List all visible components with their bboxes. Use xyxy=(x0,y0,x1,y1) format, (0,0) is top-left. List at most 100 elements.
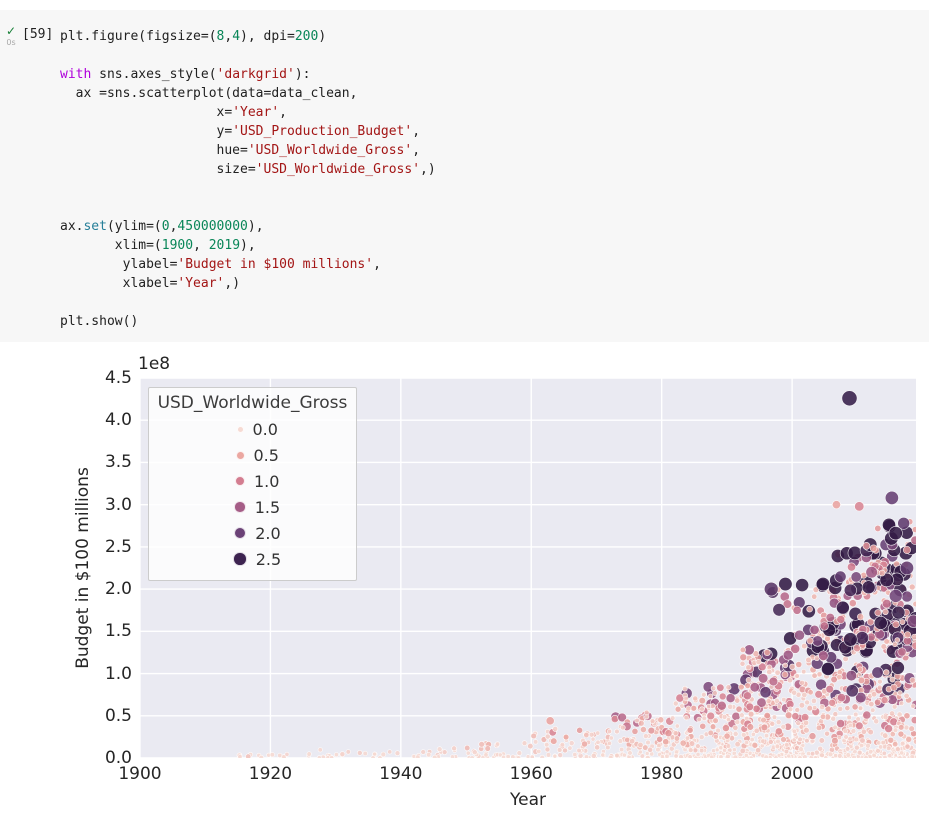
scatter-point xyxy=(743,691,752,701)
scatter-point xyxy=(782,649,794,661)
scatter-point xyxy=(897,690,903,696)
scatter-point xyxy=(883,669,890,676)
code-editor[interactable]: plt.figure(figsize=(8,4), dpi=200) with … xyxy=(60,27,436,331)
scatter-point xyxy=(643,733,649,739)
scatter-point xyxy=(757,662,767,672)
scatter-point xyxy=(853,736,860,743)
scatter-point xyxy=(745,676,752,684)
scatter-point xyxy=(745,702,754,711)
y-tick-label: 4.5 xyxy=(104,368,132,388)
scatter-point xyxy=(821,662,835,676)
scatter-point xyxy=(712,717,719,724)
scatter-point xyxy=(362,750,368,757)
scatter-point xyxy=(878,569,886,577)
scatter-point xyxy=(807,689,814,696)
scatter-point xyxy=(816,671,823,678)
scatter-point xyxy=(824,730,830,737)
scatter-point xyxy=(836,719,846,728)
scatter-point xyxy=(899,750,905,756)
scatter-point xyxy=(594,744,601,751)
scatter-point xyxy=(725,693,736,704)
code-line: hue='USD_Worldwide_Gross', xyxy=(60,143,421,158)
scatter-point xyxy=(441,749,448,755)
scatter-point xyxy=(815,724,823,731)
scatter-point xyxy=(887,736,895,744)
scatter-point xyxy=(755,659,762,665)
scatter-point xyxy=(778,577,793,592)
cell-exec-time: 0s xyxy=(6,38,16,47)
scatter-point xyxy=(284,751,290,757)
scatter-point xyxy=(794,707,801,713)
scatter-point xyxy=(836,615,846,624)
scatter-point xyxy=(806,605,813,613)
scatter-point xyxy=(739,653,748,662)
scatter-point xyxy=(738,683,745,691)
scatter-point xyxy=(806,705,813,712)
scatter-point xyxy=(899,619,906,625)
scatter-point xyxy=(812,755,818,758)
scatter-point xyxy=(911,526,916,533)
scatter-point xyxy=(744,682,751,689)
scatter-point xyxy=(845,669,857,682)
scatter-point xyxy=(510,754,516,758)
scatter-point xyxy=(897,516,910,530)
scatter-point xyxy=(614,752,620,758)
scatter-point xyxy=(875,748,881,754)
scatter-point xyxy=(690,704,697,712)
scatter-point xyxy=(619,746,625,753)
scatter-point xyxy=(843,632,858,647)
legend-marker-icon xyxy=(235,450,245,460)
scatter-point xyxy=(815,678,827,691)
legend-entry-label: 2.0 xyxy=(255,523,281,543)
scatter-point xyxy=(377,755,383,758)
scatter-point xyxy=(874,524,882,532)
scatter-point xyxy=(882,598,892,609)
scatter-point xyxy=(722,724,730,732)
scatter-point xyxy=(716,700,727,711)
code-line: xlabel='Year',) xyxy=(60,276,241,291)
scatter-point xyxy=(906,614,916,628)
scatter-point xyxy=(878,744,884,750)
plot-output: 1e8 Budget in $100 millions Year 0.0 0.5 1… xyxy=(0,350,929,815)
scatter-point xyxy=(356,750,363,756)
scatter-point xyxy=(830,715,837,722)
cell-gutter: ✓ 0s xyxy=(2,25,20,48)
scatter-point xyxy=(556,747,563,753)
scatter-point xyxy=(752,704,761,713)
scatter-point xyxy=(786,677,793,684)
scatter-point xyxy=(855,721,864,730)
scatter-point xyxy=(672,730,679,737)
scatter-point xyxy=(819,713,827,720)
scatter-point xyxy=(848,599,857,608)
scatter-point xyxy=(465,750,471,756)
scatter-point xyxy=(674,723,680,729)
scatter-point xyxy=(884,490,899,505)
scatter-point xyxy=(772,603,786,617)
scatter-point xyxy=(889,676,896,683)
scatter-point xyxy=(588,731,595,738)
scatter-point xyxy=(568,740,575,747)
scatter-point xyxy=(679,703,685,709)
scatter-point xyxy=(775,738,781,745)
scatter-point xyxy=(529,754,535,758)
scatter-point xyxy=(792,605,802,615)
scatter-point xyxy=(614,728,620,735)
scatter-point xyxy=(595,739,601,745)
scatter-point xyxy=(339,751,346,758)
scatter-point xyxy=(656,735,664,743)
scatter-point xyxy=(883,638,890,645)
legend-entry-label: 0.0 xyxy=(252,419,278,439)
scatter-point xyxy=(695,743,701,749)
code-cell[interactable]: ✓ 0s [59] plt.figure(figsize=(8,4), dpi=… xyxy=(0,10,929,342)
scatter-point xyxy=(715,727,721,734)
scatter-point xyxy=(497,752,503,758)
scatter-point xyxy=(782,599,793,609)
scatter-point xyxy=(837,753,843,758)
scatter-point xyxy=(678,754,684,758)
scatter-point xyxy=(837,706,844,712)
legend-marker-icon xyxy=(233,552,247,566)
scatter-point xyxy=(798,724,805,730)
scatter-point xyxy=(706,711,715,721)
scatter-point xyxy=(910,716,916,725)
y-tick-label: 2.0 xyxy=(104,579,132,600)
